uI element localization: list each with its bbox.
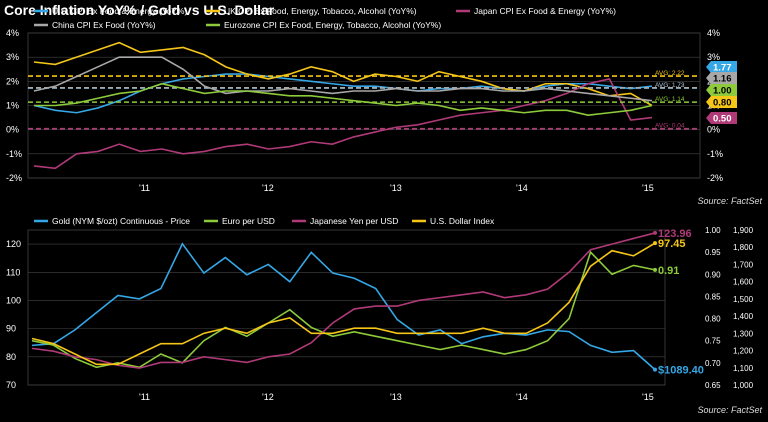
avg-label: AVG: 1.72 (655, 82, 685, 89)
y-tick-right-2: 1,600 (733, 278, 754, 287)
end-marker (653, 267, 657, 272)
y-tick-right-1: 0.75 (705, 337, 721, 346)
legend-label: U.S. CPI Ex Food & Energy (YoY%) (52, 6, 187, 16)
y-tick-left: 3% (6, 52, 19, 62)
series-line (33, 73, 653, 114)
avg-label: AVG: 1.73 (655, 82, 685, 89)
x-tick: '11 (139, 183, 150, 193)
y-tick-right-1: 0.85 (705, 292, 721, 301)
y-tick-right-1: 1.00 (705, 226, 721, 235)
y-tick-right-2: 1,000 (733, 381, 754, 390)
x-tick: '12 (262, 183, 274, 193)
source-label-bottom: Source: FactSet (697, 405, 762, 415)
y-tick-right-2: 1,900 (733, 226, 754, 235)
value-badge-label: 1.00 (713, 86, 732, 97)
series-line (31, 242, 656, 371)
x-tick: '14 (516, 392, 528, 402)
y-tick-right-1: 0.65 (705, 381, 721, 390)
series-line (31, 250, 656, 369)
legend-label: Eurozone CPI Ex Food, Energy, Tobacco, A… (224, 20, 441, 30)
y-tick-left: 2% (6, 76, 19, 86)
y-tick-left: 120 (6, 239, 21, 249)
y-tick-right: 3% (707, 52, 720, 62)
y-tick-left: 90 (6, 324, 16, 334)
avg-label: AVG: 2.22 (655, 70, 685, 77)
legend-label: Euro per USD (222, 216, 275, 226)
y-tick-right: 0% (707, 125, 720, 135)
series-line (34, 82, 653, 116)
end-value-label: $1089.40 (658, 365, 704, 377)
end-value-label: 0.91 (658, 265, 679, 277)
value-badge-label: 1.77 (713, 63, 732, 74)
series-line (33, 77, 653, 170)
end-value-label: 97.45 (658, 238, 686, 250)
series-line (31, 242, 656, 366)
x-tick: '12 (262, 392, 274, 402)
y-tick-left: 0% (6, 125, 19, 135)
y-tick-left: 100 (6, 295, 21, 305)
end-marker (653, 367, 657, 372)
x-tick: '11 (139, 392, 150, 402)
y-tick-right-1: 0.80 (705, 315, 721, 324)
end-value-label: 123.96 (658, 228, 692, 240)
y-tick-left: 70 (6, 380, 16, 390)
y-tick-right-1: 0.90 (705, 270, 721, 279)
y-tick-right: -2% (707, 173, 723, 183)
y-tick-right-2: 1,200 (733, 347, 754, 356)
y-tick-right-2: 1,400 (733, 312, 754, 321)
y-tick-left: 1% (6, 101, 19, 111)
avg-label: AVG: 1.14 (655, 96, 685, 103)
y-tick-left: -1% (6, 149, 22, 159)
value-badge (706, 72, 737, 84)
y-tick-left: 80 (6, 352, 16, 362)
y-tick-right-2: 1,500 (733, 295, 754, 304)
x-tick: '13 (390, 183, 402, 193)
y-tick-right-2: 1,800 (733, 243, 754, 252)
legend-label: U.S. Dollar Index (430, 216, 495, 226)
y-tick-right-2: 1,700 (733, 260, 754, 269)
x-tick: '15 (642, 183, 654, 193)
series-line (33, 41, 653, 107)
value-badge-label: 0.80 (713, 98, 732, 109)
value-badge (706, 61, 737, 73)
value-badge (706, 96, 737, 108)
y-tick-right: 4% (707, 28, 720, 38)
legend-label: China CPI Ex Food (YoY%) (52, 20, 156, 30)
y-tick-right-2: 1,100 (733, 364, 754, 373)
chart-title: Core Inflation YoY% / Gold vs U.S. Dolla… (4, 2, 275, 18)
value-badge-label: 1.16 (713, 74, 732, 85)
y-tick-right: -1% (707, 149, 723, 159)
end-marker (653, 241, 657, 246)
x-tick: '13 (390, 392, 402, 402)
y-tick-left: 110 (6, 267, 20, 277)
y-tick-right-1: 0.95 (705, 248, 721, 257)
y-tick-right-2: 1,300 (733, 329, 754, 338)
value-badge (706, 112, 737, 124)
legend-label: Japanese Yen per USD (310, 216, 398, 226)
legend-label: Japan CPI Ex Food & Energy (YoY%) (474, 6, 616, 16)
y-tick-left: -2% (6, 173, 22, 183)
end-marker (653, 230, 657, 235)
value-badge-label: 0.50 (713, 114, 732, 125)
y-tick-right-1: 0.70 (705, 359, 721, 368)
source-label-top: Source: FactSet (697, 196, 762, 206)
x-tick: '14 (516, 183, 528, 193)
y-tick-left: 4% (6, 28, 19, 38)
series-line (31, 232, 656, 369)
x-tick: '15 (642, 392, 654, 402)
avg-label: AVG: 0.04 (655, 123, 685, 130)
legend-label: UK CPI Ex Food, Energy, Tobacco, Alcohol… (224, 6, 417, 16)
legend-label: Gold (NYM $/ozt) Continuous - Price (52, 216, 190, 226)
series-line (33, 56, 653, 102)
value-badge (706, 84, 737, 96)
